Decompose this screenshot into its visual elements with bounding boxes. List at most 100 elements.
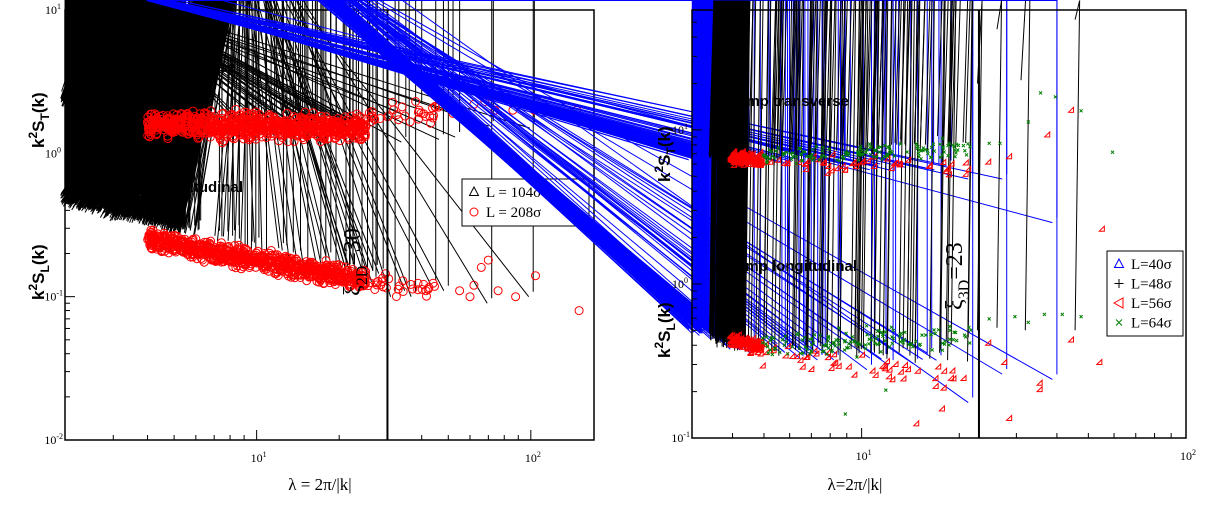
chart-1-series-1-point: [729, 0, 736, 346]
chart-1-series-1-point: [793, 0, 799, 345]
chart-1-series-1-point: [837, 0, 844, 353]
ylabel-k: k: [655, 348, 674, 358]
chart-0-series-1-point: [170, 120, 180, 130]
chart-0-series-1-point: [352, 276, 362, 285]
chart-left-ylabel-upper: k2ST(k): [26, 92, 52, 148]
chart-1-series-2-point: [868, 366, 876, 374]
chart-1-series-1-point: [743, 0, 749, 348]
chart-0-series-1-point: [216, 238, 226, 248]
chart-0-series-1-point: [163, 111, 173, 121]
chart-1-series-3-point: [809, 349, 814, 354]
chart-1-series-1-point: [860, 0, 867, 350]
chart-0-series-1-point: [493, 286, 503, 296]
chart-0-series-1-point: [361, 122, 371, 132]
chart-0-series-1-point: [276, 266, 286, 276]
chart-0-series-1-point: [146, 124, 156, 134]
chart-1-series-2-point: [834, 362, 842, 369]
chart-0-series-1-point: [252, 116, 262, 126]
chart-1-series-3-point: [874, 155, 879, 159]
chart-0-series-1-point: [238, 122, 248, 132]
chart-1-series-3-point: [913, 339, 918, 344]
chart-1-series-3-point: [947, 343, 951, 347]
chart-1-series-1-point: [790, 0, 796, 151]
chart-1-series-1-point: [878, 0, 885, 354]
chart-1-series-2-point: [739, 160, 747, 168]
chart-1-legend-label: L=64σ: [1131, 316, 1172, 332]
chart-0-series-1-point: [257, 256, 267, 266]
chart-left-xi-base: ξ: [340, 285, 366, 296]
chart-1-series-3-point: [855, 355, 859, 359]
chart-0-series-1-point: [381, 269, 390, 279]
chart-1-series-3-point: [824, 342, 829, 347]
chart-0-series-1-point: [419, 279, 429, 289]
chart-0-series-1-point: [147, 244, 157, 254]
chart-0-series-1-point: [405, 117, 415, 127]
chart-1-series-2-point: [758, 361, 766, 369]
chart-1-series-2-point: [803, 353, 811, 361]
chart-1-series-3-point: [800, 338, 805, 342]
chart-1-series-1-point: [919, 0, 926, 151]
chart-1-series-2-point: [734, 159, 741, 167]
chart-left-xlabel: λ = 2π/|k|: [288, 475, 351, 494]
ylabel-sup: 2: [26, 132, 40, 139]
chart-1-series-3-point: [871, 154, 876, 159]
chart-1-series-3-point: [782, 151, 786, 156]
chart-1-series-1-point: [737, 0, 743, 345]
chart-1-series-1-point: [858, 0, 865, 354]
chart-1-series-3-point: [890, 341, 895, 346]
chart-1-series-1-point: [736, 0, 742, 342]
chart-0-series-1-point: [270, 268, 280, 278]
chart-1-series-2-point: [824, 162, 832, 170]
chart-1-series-1-point: [750, 0, 757, 344]
chart-0-series-1-point: [367, 107, 377, 117]
chart-0-series-1-point: [249, 250, 259, 260]
chart-1-series-3-point: [962, 333, 967, 337]
chart-1-series-3-point: [987, 317, 992, 321]
chart-0-series-1-point: [341, 120, 351, 130]
chart-1-series-1-point: [912, 0, 918, 345]
chart-1-series-2-point: [848, 159, 856, 167]
chart-1-series-3-point: [987, 141, 992, 146]
chart-0-series-1-point: [284, 124, 294, 134]
chart-1-series-2-point: [941, 167, 949, 174]
chart-1-series-2-point: [774, 155, 782, 163]
chart-1-legend-marker: [1114, 279, 1124, 288]
chart-1-series-3-point: [826, 338, 830, 343]
chart-1-series-3-point: [955, 148, 960, 152]
chart-0-series-1-point: [207, 120, 217, 130]
chart-0-series-1-point: [238, 262, 248, 272]
ylabel-s: S: [29, 273, 48, 284]
chart-1-series-3-point: [898, 142, 903, 146]
chart-1-series-2-point: [984, 338, 992, 346]
chart-1-series-2-point: [802, 165, 810, 172]
chart-1-series-2-point: [939, 383, 947, 391]
chart-1-legend-label: L=56σ: [1131, 296, 1172, 312]
chart-0-series-1-point: [283, 137, 293, 147]
ylabel-sup: 2: [652, 342, 666, 349]
chart-1-series-3-point: [831, 341, 836, 345]
chart-1-series-2-point: [1035, 378, 1043, 386]
chart-1-series-1-point: [955, 0, 961, 148]
chart-0-series-1-point: [162, 237, 172, 247]
chart-0-series-1-point: [228, 113, 238, 123]
chart-0-series-1-point: [242, 107, 252, 117]
ylabel-arg: (k): [655, 302, 674, 323]
chart-1-series-1-point: [763, 0, 769, 347]
chart-1-series-3-point: [878, 145, 883, 149]
chart-0-series-1-point: [352, 109, 362, 119]
chart-1-series-3-point: [764, 335, 769, 339]
chart-1-series-3-point: [867, 142, 872, 146]
chart-1-series-1-point: [898, 0, 905, 353]
chart-1-series-2-point: [844, 362, 852, 370]
chart-1-series-2-point: [819, 158, 827, 166]
chart-0-series-1-point: [228, 131, 238, 141]
chart-1-series-1-point: [831, 0, 837, 352]
chart-0-series-1-point: [318, 132, 328, 141]
chart-1-series-2-point: [832, 164, 840, 172]
chart-1-series-1-point: [906, 0, 913, 350]
chart-1-series-3-point: [968, 328, 973, 333]
chart-1-series-1-point: [849, 0, 855, 154]
chart-1-series-3-point: [801, 149, 806, 154]
chart-0-legend-marker: [468, 185, 480, 196]
